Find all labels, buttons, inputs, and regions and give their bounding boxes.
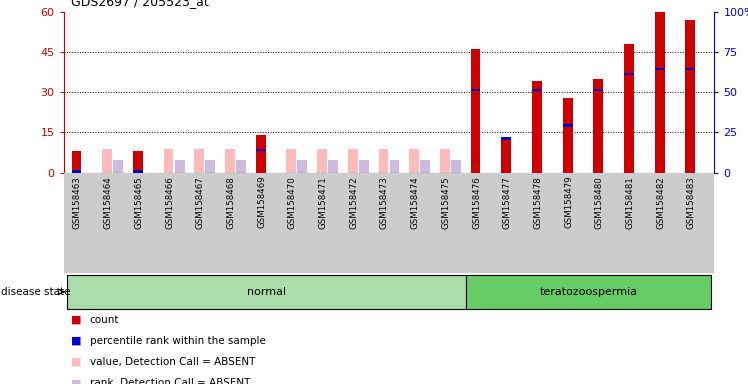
Text: ■: ■ <box>71 336 82 346</box>
Bar <box>440 149 450 173</box>
Text: teratozoospermia: teratozoospermia <box>539 287 637 297</box>
Bar <box>317 149 327 173</box>
Bar <box>562 98 572 173</box>
Bar <box>685 20 696 173</box>
Text: GSM158466: GSM158466 <box>165 176 174 228</box>
Bar <box>409 149 419 173</box>
Text: GSM158473: GSM158473 <box>380 176 389 228</box>
Bar <box>256 135 266 173</box>
Bar <box>390 160 399 173</box>
Bar <box>470 89 480 91</box>
Bar <box>654 12 665 173</box>
Bar <box>328 160 338 173</box>
Text: GSM158476: GSM158476 <box>472 176 481 228</box>
Bar <box>67 275 466 309</box>
Bar <box>359 160 369 173</box>
Text: rank, Detection Call = ABSENT: rank, Detection Call = ABSENT <box>90 378 250 384</box>
Text: GSM158479: GSM158479 <box>564 176 573 228</box>
Bar <box>593 79 603 173</box>
Bar <box>133 151 143 173</box>
Bar <box>451 160 461 173</box>
Bar <box>72 151 82 173</box>
Bar <box>532 81 542 173</box>
Bar <box>593 79 603 173</box>
Bar <box>348 149 358 173</box>
Bar <box>175 160 185 173</box>
Bar <box>378 149 388 173</box>
Bar <box>624 44 634 173</box>
Text: GSM158472: GSM158472 <box>349 176 358 228</box>
Bar <box>501 137 511 140</box>
Text: GSM158463: GSM158463 <box>73 176 82 228</box>
Bar <box>72 170 82 173</box>
Text: GSM158469: GSM158469 <box>257 176 266 228</box>
Bar <box>593 89 603 91</box>
Bar <box>562 124 572 127</box>
Bar <box>532 89 542 91</box>
Text: GDS2697 / 205523_at: GDS2697 / 205523_at <box>71 0 209 8</box>
Bar <box>470 49 480 173</box>
Text: GSM158482: GSM158482 <box>656 176 665 228</box>
Bar <box>194 149 204 173</box>
Bar <box>624 73 634 75</box>
Text: GSM158474: GSM158474 <box>411 176 420 228</box>
Text: GSM158483: GSM158483 <box>687 176 696 228</box>
Bar <box>654 12 665 173</box>
Text: GSM158464: GSM158464 <box>104 176 113 228</box>
Bar <box>72 151 82 173</box>
Text: GSM158477: GSM158477 <box>503 176 512 228</box>
Bar <box>298 160 307 173</box>
Bar <box>624 44 634 173</box>
Bar <box>532 81 542 173</box>
Bar <box>113 160 123 173</box>
Bar <box>102 149 112 173</box>
Bar <box>420 160 430 173</box>
Bar <box>685 20 696 173</box>
Bar <box>256 149 266 151</box>
Text: GSM158467: GSM158467 <box>196 176 205 228</box>
Bar <box>256 135 266 173</box>
Text: count: count <box>90 315 119 325</box>
Text: GSM158465: GSM158465 <box>135 176 144 228</box>
Bar <box>501 138 511 173</box>
Text: ■: ■ <box>71 315 82 325</box>
Text: GSM158480: GSM158480 <box>595 176 604 228</box>
Bar <box>466 275 711 309</box>
Bar <box>654 68 665 70</box>
Bar <box>501 138 511 173</box>
Bar <box>164 149 174 173</box>
Text: ■: ■ <box>71 378 82 384</box>
Bar <box>562 98 572 173</box>
Text: normal: normal <box>247 287 286 297</box>
Bar <box>286 149 296 173</box>
Text: GSM158481: GSM158481 <box>625 176 634 228</box>
Bar <box>470 49 480 173</box>
Text: GSM158471: GSM158471 <box>319 176 328 228</box>
Text: disease state: disease state <box>1 287 70 297</box>
Bar <box>236 160 246 173</box>
Text: value, Detection Call = ABSENT: value, Detection Call = ABSENT <box>90 357 255 367</box>
Text: GSM158468: GSM158468 <box>227 176 236 228</box>
Text: GSM158470: GSM158470 <box>288 176 297 228</box>
Bar <box>133 170 143 173</box>
Bar <box>133 151 143 173</box>
Bar <box>225 149 235 173</box>
Text: GSM158478: GSM158478 <box>533 176 542 228</box>
Bar <box>206 160 215 173</box>
Text: GSM158475: GSM158475 <box>441 176 450 228</box>
Bar <box>685 68 696 70</box>
Text: ■: ■ <box>71 357 82 367</box>
Text: percentile rank within the sample: percentile rank within the sample <box>90 336 266 346</box>
